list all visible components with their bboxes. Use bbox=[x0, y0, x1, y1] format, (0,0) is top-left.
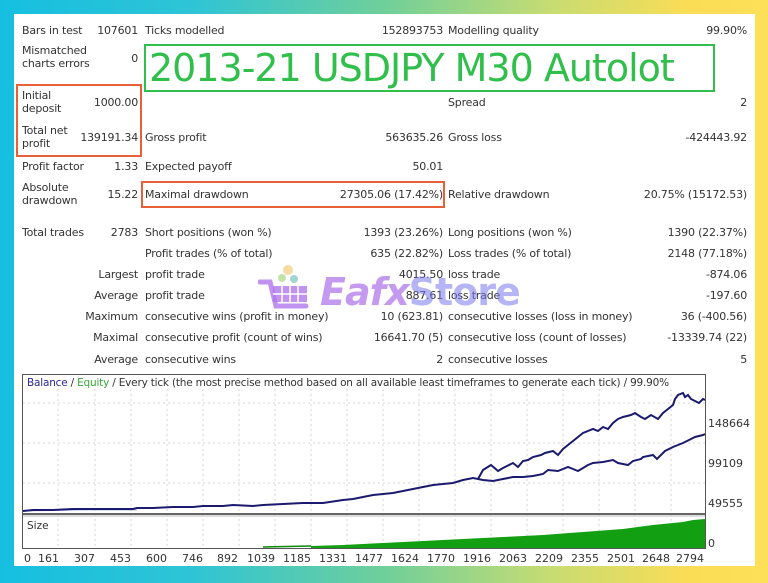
average-prefix: Average bbox=[94, 289, 138, 302]
modelling-quality-value: 99.90% bbox=[706, 24, 747, 37]
gross-loss-label: Gross loss bbox=[448, 131, 502, 144]
total-trades-value: 2783 bbox=[110, 226, 138, 239]
title-overlay: 2013-21 USDJPY M30 Autolot bbox=[144, 44, 715, 92]
y-tick-49555: 49555 bbox=[708, 497, 743, 510]
chart-title: Balance / Equity / Every tick (the most … bbox=[27, 377, 669, 389]
y-tick-148664: 148664 bbox=[708, 417, 750, 430]
average-consec-loss-value: 5 bbox=[740, 353, 747, 366]
x-tick: 453 bbox=[110, 552, 131, 565]
maximal-loss-value: -13339.74 (22) bbox=[667, 331, 747, 344]
initial-deposit-label: Initial deposit bbox=[22, 89, 62, 115]
long-positions-label: Long positions (won %) bbox=[448, 226, 572, 239]
total-net-profit-label: Total net profit bbox=[22, 124, 68, 150]
maximal-prefix: Maximal bbox=[93, 331, 138, 344]
initial-deposit-value: 1000.00 bbox=[93, 96, 138, 109]
profit-factor-value: 1.33 bbox=[114, 160, 138, 173]
largest-loss-value: -874.06 bbox=[705, 268, 747, 281]
balance-legend: Balance bbox=[27, 377, 68, 389]
size-label: Size bbox=[27, 520, 49, 532]
bars-in-test-value: 107601 bbox=[97, 24, 138, 37]
x-tick: 1185 bbox=[283, 552, 311, 565]
x-tick: 0 bbox=[24, 552, 31, 565]
gross-loss-value: -424443.92 bbox=[685, 131, 748, 144]
maximum-profit-label: consecutive wins (profit in money) bbox=[145, 310, 329, 323]
largest-loss-label: loss trade bbox=[448, 268, 501, 281]
average-consec-prefix: Average bbox=[94, 353, 138, 366]
maximal-profit-label: consecutive profit (count of wins) bbox=[145, 331, 323, 344]
x-tick: 746 bbox=[182, 552, 203, 565]
x-tick: 1916 bbox=[463, 552, 491, 565]
x-tick: 2355 bbox=[571, 552, 599, 565]
relative-drawdown-value: 20.75% (15172.53) bbox=[643, 188, 747, 201]
profit-trades-value: 635 (22.82%) bbox=[370, 247, 443, 260]
largest-profit-value: 4015.50 bbox=[398, 268, 443, 281]
average-consec-profit-value: 2 bbox=[436, 353, 443, 366]
relative-drawdown-label: Relative drawdown bbox=[448, 188, 550, 201]
x-tick: 1624 bbox=[391, 552, 419, 565]
ticks-modelled-value: 152893753 bbox=[381, 24, 443, 37]
maximum-loss-value: 36 (-400.56) bbox=[680, 310, 747, 323]
total-net-profit-value: 139191.34 bbox=[80, 131, 138, 144]
x-tick: 307 bbox=[74, 552, 95, 565]
average-consec-loss-label: consecutive losses bbox=[448, 353, 548, 366]
x-tick: 2648 bbox=[642, 552, 670, 565]
x-tick: 2794 bbox=[676, 552, 704, 565]
short-positions-value: 1393 (23.26%) bbox=[363, 226, 444, 239]
absolute-drawdown-label: Absolute drawdown bbox=[22, 181, 78, 207]
ticks-modelled-label: Ticks modelled bbox=[145, 24, 225, 37]
x-tick: 600 bbox=[146, 552, 167, 565]
y-tick-99109: 99109 bbox=[708, 457, 743, 470]
mismatched-value: 0 bbox=[131, 52, 138, 65]
long-positions-value: 1390 (22.37%) bbox=[667, 226, 748, 239]
title-separator: / bbox=[67, 377, 78, 389]
expected-payoff-value: 50.01 bbox=[412, 160, 444, 173]
y-tick-0: 0 bbox=[708, 537, 715, 550]
average-loss-value: -197.60 bbox=[705, 289, 747, 302]
short-positions-label: Short positions (won %) bbox=[145, 226, 272, 239]
average-consec-profit-label: consecutive wins bbox=[145, 353, 236, 366]
gross-profit-label: Gross profit bbox=[145, 131, 207, 144]
largest-prefix: Largest bbox=[98, 268, 138, 281]
maximal-drawdown-value: 27305.06 (17.42%) bbox=[339, 188, 443, 201]
x-tick: 2501 bbox=[607, 552, 635, 565]
profit-factor-label: Profit factor bbox=[22, 160, 84, 173]
max-drawdown-highlight bbox=[141, 181, 445, 208]
maximal-profit-value: 16641.70 (5) bbox=[373, 331, 443, 344]
loss-trades-value: 2148 (77.18%) bbox=[667, 247, 748, 260]
maximum-loss-label: consecutive losses (loss in money) bbox=[448, 310, 633, 323]
maximal-loss-label: consecutive loss (count of losses) bbox=[448, 331, 627, 344]
spread-value: 2 bbox=[740, 96, 747, 109]
loss-trades-label: Loss trades (% of total) bbox=[448, 247, 572, 260]
absolute-drawdown-value: 15.22 bbox=[107, 188, 139, 201]
maximal-drawdown-label: Maximal drawdown bbox=[145, 188, 249, 201]
x-tick: 161 bbox=[38, 552, 59, 565]
x-tick: 2209 bbox=[535, 552, 563, 565]
average-profit-value: 887.61 bbox=[405, 289, 443, 302]
gross-profit-value: 563635.26 bbox=[385, 131, 443, 144]
maximum-profit-value: 10 (623.81) bbox=[380, 310, 444, 323]
equity-legend: Equity bbox=[77, 377, 110, 389]
balance-chart-plot bbox=[23, 389, 705, 548]
x-tick: 2063 bbox=[499, 552, 527, 565]
average-profit-label: profit trade bbox=[145, 289, 205, 302]
total-trades-label: Total trades bbox=[22, 226, 84, 239]
profit-trades-label: Profit trades (% of total) bbox=[145, 247, 273, 260]
mismatched-label: Mismatched charts errors bbox=[22, 44, 90, 70]
balance-chart: Balance / Equity / Every tick (the most … bbox=[22, 374, 706, 549]
x-tick: 1039 bbox=[247, 552, 275, 565]
maximum-prefix: Maximum bbox=[85, 310, 138, 323]
deposit-profit-highlight bbox=[16, 84, 142, 157]
spread-label: Spread bbox=[448, 96, 486, 109]
chart-title-rest: / Every tick (the most precise method ba… bbox=[109, 377, 669, 389]
average-loss-label: loss trade bbox=[448, 289, 501, 302]
x-tick: 1331 bbox=[319, 552, 347, 565]
expected-payoff-label: Expected payoff bbox=[145, 160, 232, 173]
x-tick: 1477 bbox=[355, 552, 383, 565]
largest-profit-label: profit trade bbox=[145, 268, 205, 281]
bars-in-test-label: Bars in test bbox=[22, 24, 83, 37]
modelling-quality-label: Modelling quality bbox=[448, 24, 539, 37]
x-tick: 1770 bbox=[427, 552, 455, 565]
x-tick: 892 bbox=[217, 552, 238, 565]
